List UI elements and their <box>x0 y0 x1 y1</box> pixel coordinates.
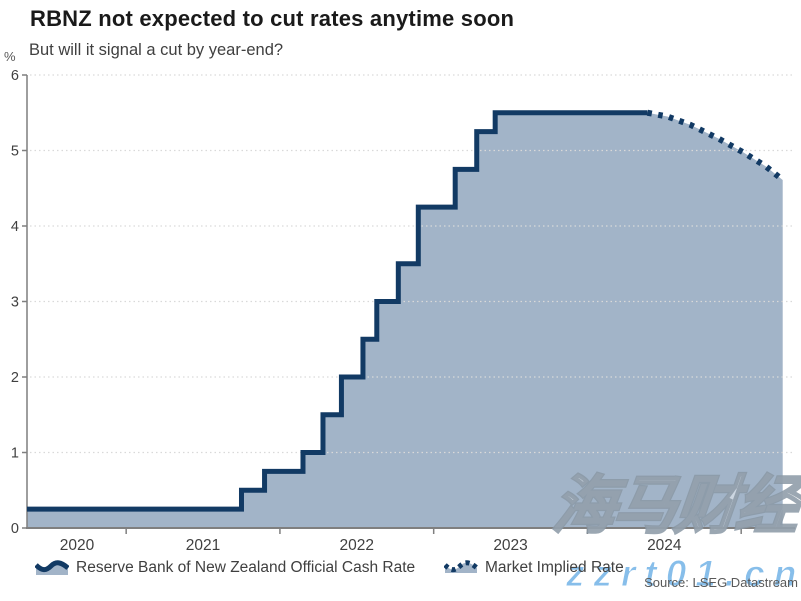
x-axis-label: 2023 <box>493 537 527 554</box>
chart-title: RBNZ not expected to cut rates anytime s… <box>30 6 515 31</box>
watermark-cjk: 海马财经 <box>548 470 801 543</box>
y-axis-label: 2 <box>11 370 19 386</box>
legend-item-cash-rate: Reserve Bank of New Zealand Official Cas… <box>35 559 415 577</box>
rate-area-fill <box>27 112 783 528</box>
dotted-wave-icon <box>444 560 478 573</box>
x-axis-label: 2021 <box>186 537 220 554</box>
legend-label-market-implied: Market Implied Rate <box>485 559 624 576</box>
watermark-site: zzrt01.cn <box>565 553 801 594</box>
chart-subtitle: But will it signal a cut by year-end? <box>29 41 284 59</box>
legend-item-market-implied: Market Implied Rate <box>444 559 624 577</box>
solid-area-wave-icon <box>35 560 69 575</box>
source-attribution: Source: LSEG Datastream <box>644 575 798 590</box>
y-axis-label: 5 <box>11 144 19 160</box>
x-axis-label: 2024 <box>647 537 682 554</box>
legend-label-cash-rate: Reserve Bank of New Zealand Official Cas… <box>76 559 416 576</box>
y-axis-label: 0 <box>11 521 19 537</box>
cash-rate-line <box>27 110 648 512</box>
y-axis-label: 6 <box>11 68 19 84</box>
x-axis-label: 2022 <box>340 537 374 554</box>
y-axis-unit-label: % <box>4 49 16 64</box>
y-axis-label: 4 <box>11 219 19 235</box>
y-axis-label: 1 <box>11 446 19 462</box>
x-axis-label: 2020 <box>60 537 95 554</box>
y-axis-label: 3 <box>11 295 19 311</box>
